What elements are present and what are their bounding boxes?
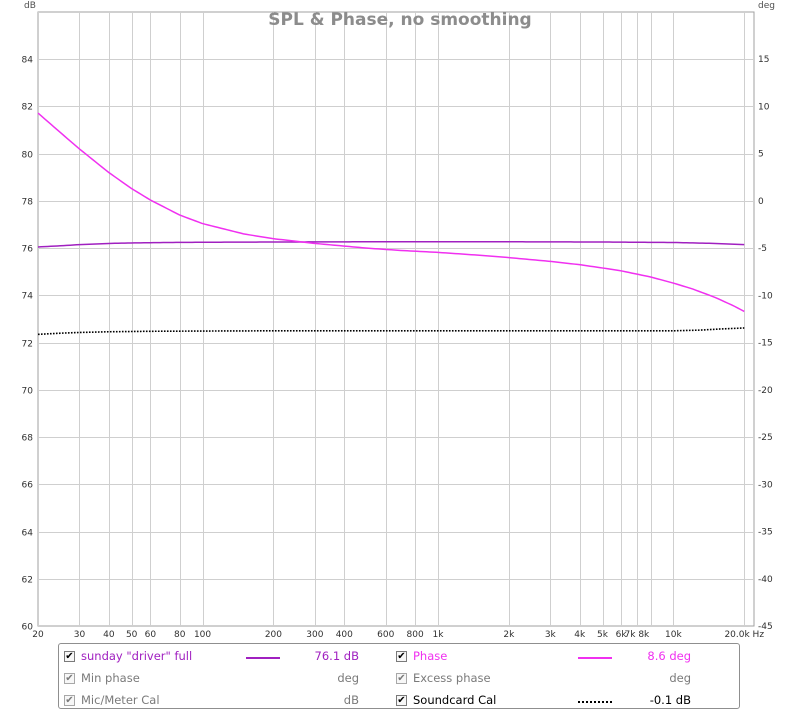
x-tick-label: 5k <box>597 630 609 640</box>
x-tick-label: 200 <box>265 630 282 640</box>
chart-title: SPL & Phase, no smoothing <box>268 10 531 30</box>
y-tick-label-right: -20 <box>758 386 773 396</box>
y-tick-label-right: -15 <box>758 339 773 349</box>
legend-checkbox-soundcard-cal[interactable]: ✔ <box>396 695 407 706</box>
legend-label: Min phase <box>81 671 140 685</box>
plot-area <box>37 11 755 627</box>
y-axis-label-right: deg <box>758 1 775 11</box>
y-tick-label-left: 64 <box>22 529 34 539</box>
legend-item-soundcard-cal: ✔ Soundcard Cal -0.1 dB <box>396 692 726 710</box>
legend-checkbox-min-phase[interactable]: ✔ <box>64 673 75 684</box>
legend-item-min-phase: ✔ Min phase deg <box>64 670 394 688</box>
legend-checkbox-phase[interactable]: ✔ <box>396 651 407 662</box>
x-tick-label: 300 <box>306 630 323 640</box>
legend-value: 8.6 deg <box>647 649 691 663</box>
legend-item-mic-meter-cal: ✔ Mic/Meter Cal dB <box>64 692 394 710</box>
legend-value: -0.1 dB <box>649 693 691 707</box>
x-tick-label: 4k <box>574 630 586 640</box>
x-tick-label: 40 <box>103 630 115 640</box>
legend-checkbox-mic-meter-cal[interactable]: ✔ <box>64 695 75 706</box>
y-tick-label-left: 80 <box>22 151 34 161</box>
y-tick-label-left: 66 <box>22 481 34 491</box>
legend-label: Soundcard Cal <box>413 693 497 707</box>
series-line-spl <box>37 241 745 248</box>
x-tick-label: 7k 8k <box>625 630 651 640</box>
x-tick-label: 60 <box>145 630 157 640</box>
y-tick-label-right: -35 <box>758 528 773 538</box>
axes: 20 30 40 50 60 80 100 200 300 400 600 800 1k 2k 3k 4k 5k… <box>22 55 773 640</box>
x-tick-label: 50 <box>126 630 138 640</box>
legend-swatch <box>578 657 612 659</box>
legend-swatch <box>246 657 280 659</box>
legend-label: Excess phase <box>413 671 491 685</box>
x-tick-label: 30 <box>74 630 86 640</box>
y-tick-label-left: 84 <box>22 56 34 66</box>
legend-value: dB <box>343 693 359 707</box>
y-tick-label-right: -30 <box>758 480 773 490</box>
y-tick-label-right: -10 <box>758 291 773 301</box>
grid <box>37 11 755 627</box>
y-axis-label-left: dB <box>24 1 36 11</box>
x-tick-label: 20.0k Hz <box>724 630 764 640</box>
legend-value: deg <box>337 671 359 685</box>
x-tick-label: 6k <box>616 630 628 640</box>
spl-phase-chart: 20 30 40 50 60 80 100 200 300 400 600 800 1k 2k 3k 4k 5k… <box>22 1 775 640</box>
y-tick-label-left: 70 <box>22 387 34 397</box>
legend-label: sunday "driver" full <box>81 649 193 663</box>
series-lines <box>37 112 745 336</box>
x-tick-label: 2k <box>503 630 515 640</box>
legend-checkbox-sunday-driver-full[interactable]: ✔ <box>64 651 75 662</box>
y-tick-label-left: 74 <box>22 292 34 302</box>
legend-item-sunday-driver-full: ✔ sunday "driver" full 76.1 dB <box>64 648 394 666</box>
y-tick-label-left: 68 <box>22 434 34 444</box>
x-tick-label: 400 <box>336 630 353 640</box>
y-tick-label-left: 82 <box>22 103 33 113</box>
series-line-phase <box>37 112 745 313</box>
legend-label: Mic/Meter Cal <box>81 693 160 707</box>
y-tick-label-right: 10 <box>758 102 770 112</box>
x-tick-label: 80 <box>174 630 186 640</box>
y-tick-label-left: 60 <box>22 623 34 633</box>
y-tick-label-right: -40 <box>758 575 773 585</box>
legend-panel: ✔ sunday "driver" full 76.1 dB ✔ Phase 8.6 de… <box>58 643 740 709</box>
y-tick-label-left: 72 <box>22 340 33 350</box>
legend-checkbox-excess-phase[interactable]: ✔ <box>396 673 407 684</box>
y-tick-label-right: 0 <box>758 197 764 207</box>
x-tick-label: 100 <box>194 630 211 640</box>
legend-value: 76.1 dB <box>314 649 359 663</box>
y-tick-label-right: -25 <box>758 433 773 443</box>
x-tick-label: 10k <box>665 630 682 640</box>
y-tick-label-right: 5 <box>758 150 764 160</box>
x-tick-label: 3k <box>545 630 557 640</box>
y-tick-label-left: 78 <box>22 198 34 208</box>
legend-label: Phase <box>413 649 448 663</box>
legend-item-phase: ✔ Phase 8.6 deg <box>396 648 726 666</box>
series-line-soundcard-cal <box>37 327 745 336</box>
y-tick-label-left: 62 <box>22 576 33 586</box>
x-tick-label: 1k <box>432 630 444 640</box>
x-tick-label: 20 <box>32 630 44 640</box>
legend-value: deg <box>669 671 691 685</box>
y-tick-label-right: -45 <box>758 622 773 632</box>
legend-swatch <box>578 701 612 703</box>
y-tick-label-left: 76 <box>22 245 34 255</box>
y-tick-label-right: -5 <box>758 244 767 254</box>
x-tick-label: 600 <box>377 630 394 640</box>
y-tick-label-right: 15 <box>758 55 769 65</box>
x-tick-label: 800 <box>407 630 424 640</box>
legend-item-excess-phase: ✔ Excess phase deg <box>396 670 726 688</box>
